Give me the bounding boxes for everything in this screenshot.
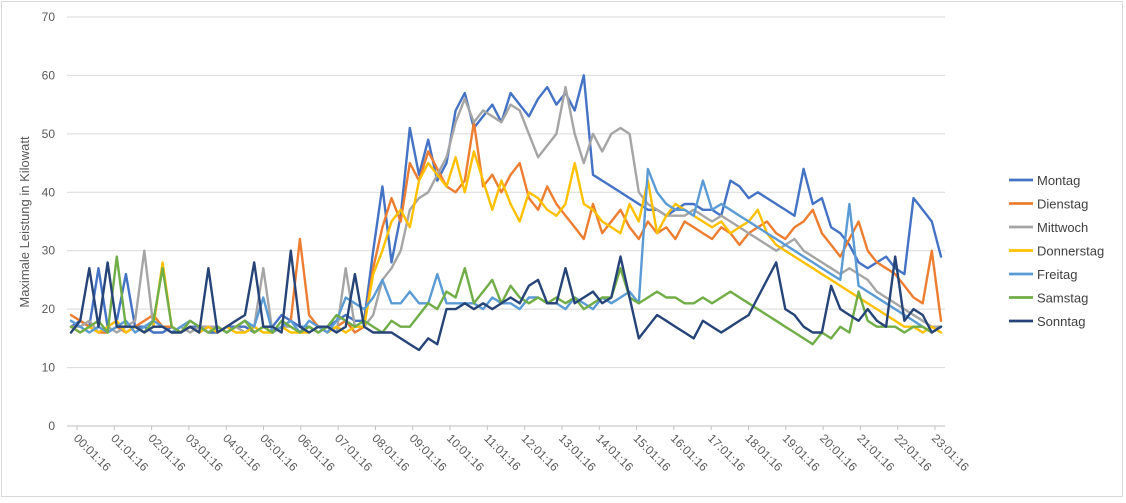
x-tick-label: 01:01:16 xyxy=(108,431,151,474)
x-tick-label: 04:01:16 xyxy=(220,431,263,474)
x-tick-label: 10:01:16 xyxy=(444,431,487,474)
x-tick-label: 16:01:16 xyxy=(668,431,711,474)
x-tick-label: 13:01:16 xyxy=(556,431,599,474)
x-tick-label: 19:01:16 xyxy=(780,431,823,474)
legend-label-sonntag: Sonntag xyxy=(1037,314,1085,329)
x-tick-label: 05:01:16 xyxy=(257,431,300,474)
y-tick-labels: 0 10 20 30 40 50 60 70 xyxy=(42,10,56,433)
x-tick-label: 02:01:16 xyxy=(145,431,188,474)
legend-label-mittwoch: Mittwoch xyxy=(1037,220,1088,235)
legend: Montag Dienstag Mittwoch Donnerstag Freitag S… xyxy=(1009,173,1104,329)
legend-label-freitag: Freitag xyxy=(1037,267,1077,282)
x-tick-label: 09:01:16 xyxy=(407,431,450,474)
y-tick-label: 20 xyxy=(42,302,56,316)
x-tick-label: 12:01:16 xyxy=(519,431,562,474)
legend-label-donnerstag: Donnerstag xyxy=(1037,244,1104,259)
legend-label-samstag: Samstag xyxy=(1037,291,1088,306)
x-tick-label: 21:01:16 xyxy=(854,431,897,474)
y-tick-label: 0 xyxy=(48,419,55,433)
x-tick-label: 06:01:16 xyxy=(295,431,338,474)
y-tick-label: 50 xyxy=(42,127,56,141)
y-tick-label: 40 xyxy=(42,185,56,199)
x-tick-label: 07:01:16 xyxy=(332,431,375,474)
y-tick-label: 70 xyxy=(42,10,56,24)
x-tick-label: 03:01:16 xyxy=(183,431,226,474)
x-tick-label: 11:01:16 xyxy=(481,431,524,474)
x-tick-label: 20:01:16 xyxy=(817,431,860,474)
y-tick-label: 60 xyxy=(42,68,56,82)
x-tick-label: 23:01:16 xyxy=(929,431,972,474)
x-tick-label: 22:01:16 xyxy=(892,431,935,474)
series-line-sonntag xyxy=(69,249,943,352)
series-line-donnerstag xyxy=(69,150,943,334)
series-lines xyxy=(69,74,943,352)
x-tick-label: 14:01:16 xyxy=(593,431,636,474)
legend-label-montag: Montag xyxy=(1037,173,1080,188)
legend-label-dienstag: Dienstag xyxy=(1037,197,1088,212)
x-tick-label: 18:01:16 xyxy=(742,431,785,474)
y-axis-title: Maximale Leistung in Kilowatt xyxy=(17,136,32,308)
x-tick-label: 00:01:16 xyxy=(71,431,114,474)
x-tick-labels: 00:01:1601:01:1602:01:1603:01:1604:01:16… xyxy=(71,426,972,474)
x-tick-label: 08:01:16 xyxy=(369,431,412,474)
x-tick-label: 17:01:16 xyxy=(705,431,748,474)
x-tick-label: 15:01:16 xyxy=(630,431,673,474)
y-tick-label: 10 xyxy=(42,361,56,375)
y-tick-label: 30 xyxy=(42,244,56,258)
